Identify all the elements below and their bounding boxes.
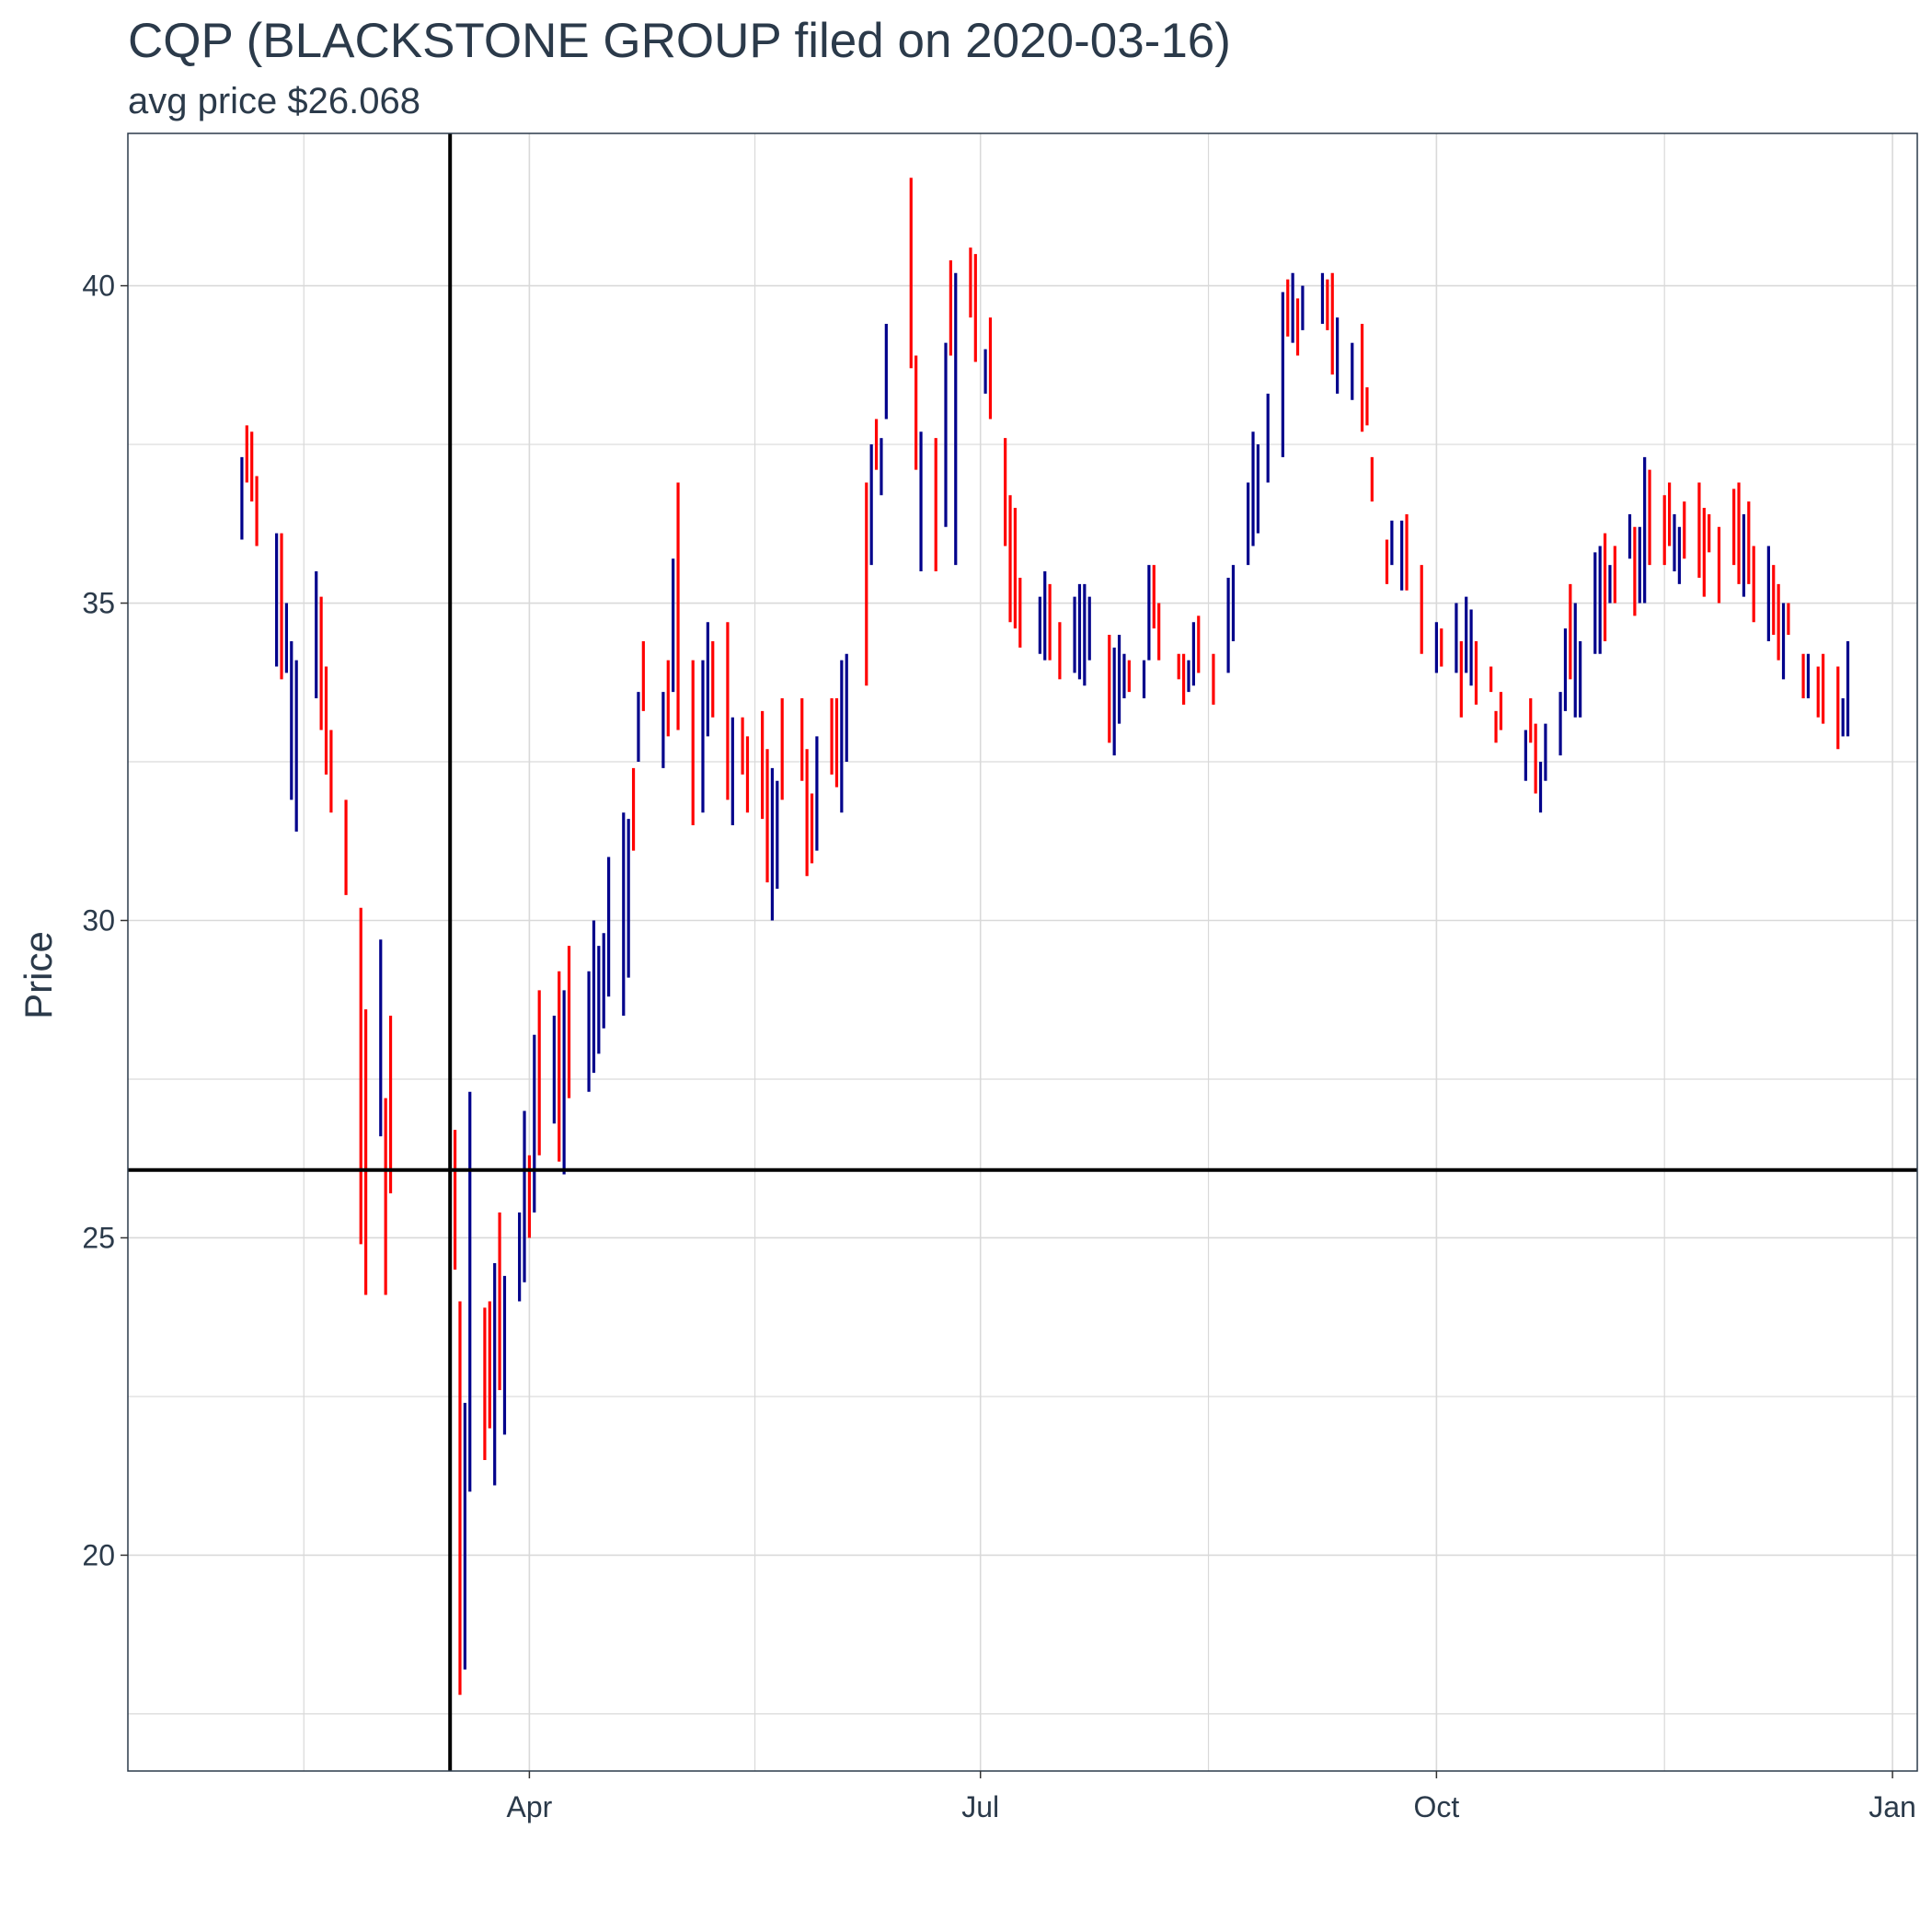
y-tick-label: 25 [82,1221,115,1254]
y-tick-label: 30 [82,904,115,937]
axes: 20 25 30 35 40 Apr Jul Oct Jan [82,270,1915,1823]
y-tick-label: 40 [82,270,115,303]
chart-subtitle: avg price $26.068 [128,81,421,121]
x-tick-label: Oct [1413,1790,1459,1823]
plot-panel [128,133,1917,1771]
y-tick-label: 20 [82,1538,115,1571]
y-tick-label: 35 [82,587,115,620]
grid-lines [128,133,1917,1771]
reference-lines [128,133,1917,1771]
plot-border [127,132,1918,1772]
price-bars [240,178,1850,1696]
x-tick-label: Jan [1869,1790,1916,1823]
x-tick-label: Jul [961,1790,999,1823]
y-axis-title: Price [17,931,60,1019]
x-tick-label: Apr [507,1790,553,1823]
chart-title: CQP (BLACKSTONE GROUP filed on 2020-03-1… [128,14,1231,68]
